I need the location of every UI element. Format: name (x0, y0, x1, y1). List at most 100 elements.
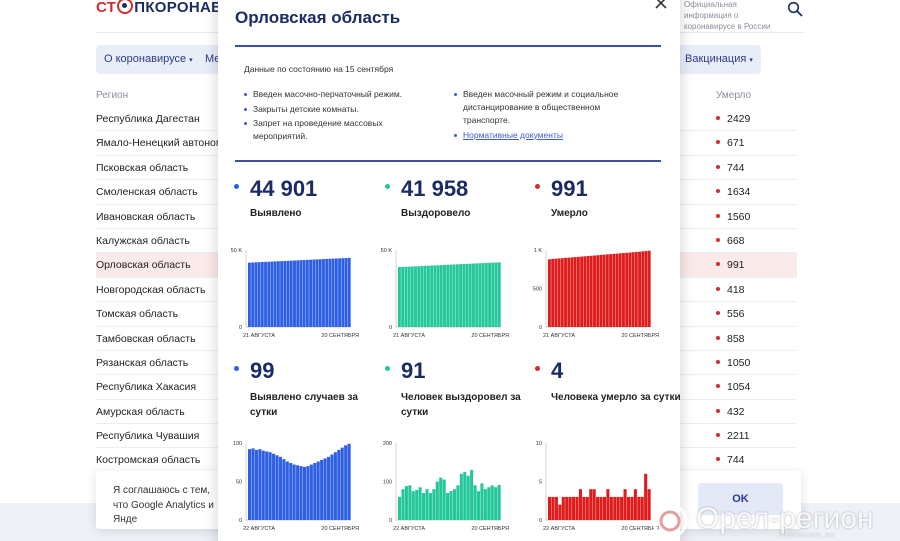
chart-bar[interactable] (320, 459, 324, 520)
chart-bar[interactable] (622, 253, 625, 327)
chart-bar[interactable] (439, 265, 443, 327)
chart-bar[interactable] (481, 263, 485, 327)
chart-bar[interactable] (285, 461, 289, 520)
chart-bar[interactable] (306, 466, 310, 520)
chart-bar[interactable] (570, 257, 574, 327)
chart-bar[interactable] (264, 261, 267, 327)
chart-bar[interactable] (309, 464, 313, 520)
chart-bar[interactable] (331, 258, 335, 327)
chart-bar[interactable] (286, 260, 290, 327)
chart-bar[interactable] (423, 265, 427, 327)
chart-bar[interactable] (596, 255, 600, 327)
chart-bar[interactable] (578, 489, 582, 520)
chart-bar[interactable] (456, 485, 460, 520)
chart-bar[interactable] (338, 258, 341, 327)
chart-bar[interactable] (446, 264, 450, 327)
chart-bar[interactable] (548, 496, 552, 520)
chart-bar[interactable] (398, 496, 402, 520)
chart-bar[interactable] (443, 264, 446, 327)
chart-bar[interactable] (612, 253, 616, 327)
chart-bar[interactable] (248, 262, 251, 327)
chart-bar[interactable] (613, 496, 617, 520)
chart-bar[interactable] (585, 496, 589, 520)
chart-bar[interactable] (283, 260, 287, 327)
chart-bar[interactable] (270, 261, 274, 327)
chart-bar[interactable] (426, 265, 430, 327)
chart-bar[interactable] (567, 257, 571, 327)
chart-bar[interactable] (296, 260, 300, 327)
chart-bar[interactable] (644, 473, 648, 520)
chart-bar[interactable] (273, 261, 277, 327)
chart-bar[interactable] (478, 263, 482, 327)
chart-bar[interactable] (605, 254, 609, 327)
chart-bar[interactable] (257, 262, 261, 327)
chart-bar[interactable] (272, 453, 276, 520)
chart-bar[interactable] (337, 449, 341, 520)
search-icon[interactable] (787, 1, 803, 17)
chart-bar[interactable] (497, 262, 501, 327)
chart-bar[interactable] (318, 259, 322, 327)
chart-bar[interactable] (289, 463, 293, 520)
chart-bar[interactable] (472, 263, 475, 327)
chart-bar[interactable] (475, 263, 479, 327)
chart-bar[interactable] (483, 489, 487, 520)
chart-bar[interactable] (341, 258, 345, 327)
chart-bar[interactable] (637, 496, 641, 520)
chart-bar[interactable] (468, 263, 472, 327)
chart-bar[interactable] (551, 258, 555, 327)
chart-bar[interactable] (258, 449, 262, 520)
chart-bar[interactable] (417, 266, 421, 327)
chart-bar[interactable] (449, 264, 453, 327)
chart-bar[interactable] (401, 266, 405, 327)
chart-bar[interactable] (459, 264, 463, 327)
chart-bar[interactable] (554, 496, 558, 520)
chart-bar[interactable] (618, 253, 622, 327)
chart-bar[interactable] (615, 253, 619, 327)
chart-bar[interactable] (592, 489, 596, 520)
chart-bar[interactable] (572, 496, 576, 520)
chart-bar[interactable] (302, 466, 307, 520)
nav-vaccination[interactable]: Вакцинация ▾ (677, 45, 761, 74)
chart-bar[interactable] (425, 489, 429, 520)
chart-bar[interactable] (628, 252, 632, 327)
chart-bar[interactable] (583, 256, 587, 327)
chart-bar[interactable] (326, 456, 331, 520)
chart-bar[interactable] (459, 473, 463, 520)
chart-bar[interactable] (494, 487, 498, 520)
chart-bar[interactable] (465, 263, 469, 327)
chart-bar[interactable] (333, 452, 337, 520)
chart-bar[interactable] (251, 262, 255, 327)
chart-bar[interactable] (620, 496, 624, 520)
chart-bar[interactable] (312, 259, 316, 327)
chart-bar[interactable] (487, 487, 491, 520)
chart-bar[interactable] (248, 449, 252, 520)
chart-bar[interactable] (265, 451, 269, 520)
chart-bar[interactable] (593, 255, 596, 327)
chart-bar[interactable] (280, 261, 284, 327)
chart-bar[interactable] (623, 489, 627, 520)
chart-bar[interactable] (411, 491, 415, 520)
chart-bar[interactable] (430, 265, 434, 327)
chart-bar[interactable] (299, 260, 303, 327)
chart-bar[interactable] (313, 463, 317, 520)
chart-bar[interactable] (557, 258, 561, 327)
chart-bar[interactable] (309, 259, 313, 327)
chart-bar[interactable] (558, 504, 562, 520)
chart-bar[interactable] (404, 486, 408, 520)
chart-bar[interactable] (616, 496, 620, 520)
chart-bar[interactable] (449, 491, 453, 520)
chart-bar[interactable] (442, 479, 446, 520)
chart-bar[interactable] (398, 267, 401, 327)
chart-bar[interactable] (473, 485, 477, 520)
site-logo[interactable]: СТ ПКОРОНАВИ (96, 0, 233, 16)
chart-bar[interactable] (292, 464, 296, 520)
chart-bar[interactable] (404, 266, 408, 327)
chart-bar[interactable] (647, 250, 651, 327)
chart-bar[interactable] (422, 493, 426, 520)
chart-bar[interactable] (554, 258, 558, 327)
chart-bar[interactable] (602, 496, 607, 520)
chart-bar[interactable] (428, 493, 432, 520)
chart-bar[interactable] (439, 477, 443, 520)
chart-bar[interactable] (276, 261, 280, 327)
chart-bar[interactable] (626, 496, 631, 520)
